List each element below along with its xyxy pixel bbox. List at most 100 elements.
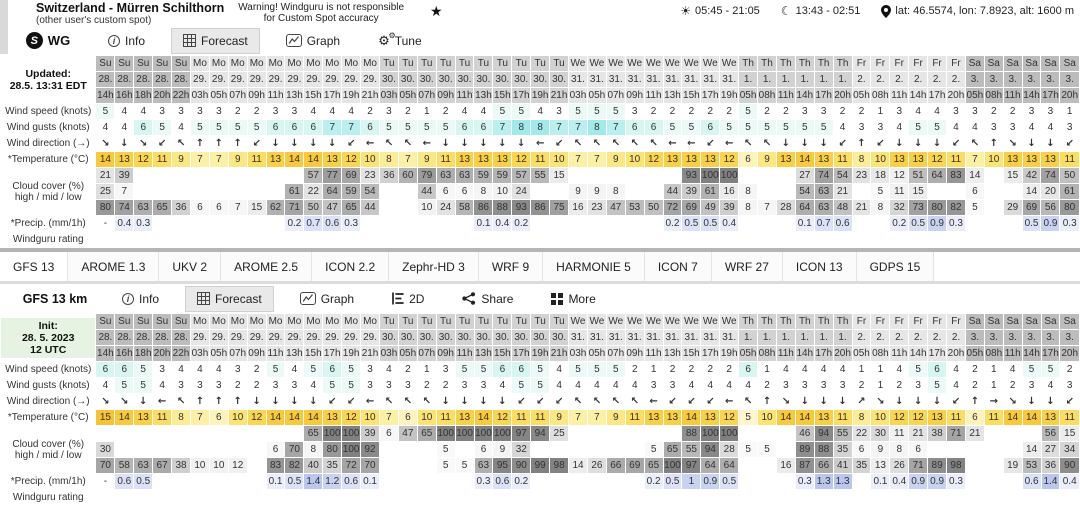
spot2-tab-graph[interactable]: Graph — [288, 286, 366, 312]
model-tab-harmonie-5[interactable]: HARMONIE 5 — [543, 252, 645, 281]
day-header-cell: Mo — [209, 56, 228, 71]
forecast-cell: 6 — [493, 362, 512, 377]
forecast-cell: 14 — [304, 410, 323, 425]
forecast-cell: 49 — [701, 200, 720, 215]
forecast-cell: 5 — [342, 378, 361, 393]
model-tab-icon-13[interactable]: ICON 13 — [782, 252, 857, 281]
forecast-cell: 86 — [474, 200, 493, 215]
forecast-cell: 0.1 — [266, 474, 285, 489]
spot1-tab-graph[interactable]: Graph — [274, 28, 352, 54]
forecast-cell: 5 — [323, 378, 342, 393]
date-header-cell: 1. — [739, 72, 758, 87]
forecast-cell: 57 — [304, 168, 323, 183]
forecast-cell: 39 — [115, 168, 134, 183]
date-header-cell: 2. — [852, 330, 871, 345]
hour-header-cell: 07h — [417, 88, 436, 103]
forecast-cell: 14 — [474, 410, 493, 425]
table-corner-line: Init: — [38, 319, 58, 332]
spot2-tab-forecast[interactable]: Forecast — [185, 285, 274, 312]
date-header-cell: 1. — [833, 330, 852, 345]
spot2-tab-more[interactable]: More — [539, 286, 607, 312]
model-tab-icon-7[interactable]: ICON 7 — [644, 252, 712, 281]
wind-direction-arrow: ↖ — [649, 138, 658, 149]
model-tab-gfs-13[interactable]: GFS 13 — [0, 252, 69, 281]
favorite-star-icon[interactable]: ★ — [430, 3, 443, 19]
forecast-cell: 13 — [890, 152, 909, 167]
model-tab-gdps-15[interactable]: GDPS 15 — [856, 252, 935, 281]
forecast-cell — [191, 442, 209, 457]
hour-header-cell: 05h — [209, 88, 228, 103]
hour-header-cell: 15h — [682, 346, 701, 361]
date-header-cell: 30. — [436, 330, 455, 345]
wind-direction-arrow: ↓ — [460, 138, 469, 149]
model-tab-icon-2.2[interactable]: ICON 2.2 — [312, 252, 390, 281]
forecast-cell: 4 — [178, 122, 184, 133]
forecast-cell: 100 — [720, 168, 739, 183]
model-tab-wrf-9[interactable]: WRF 9 — [478, 252, 544, 281]
forecast-cell — [361, 216, 379, 231]
forecast-cell: 32 — [512, 442, 531, 457]
hour-header-cell: 13h — [663, 346, 682, 361]
forecast-cell: 80 — [96, 200, 115, 215]
wind-direction-arrow: ↓ — [309, 396, 318, 407]
hour-header-cell: 05h — [739, 88, 758, 103]
forecast-cell: 5 — [342, 362, 361, 377]
date-header-cell: 30. — [493, 72, 512, 87]
forecast-cell: 3 — [367, 364, 373, 375]
forecast-cell — [588, 474, 606, 489]
day-header-cell: We — [569, 314, 587, 329]
forecast-cell: 6 — [379, 426, 398, 441]
spot2-tab-2d[interactable]: 2D — [380, 286, 436, 312]
forecast-cell: 61 — [1060, 184, 1079, 199]
hour-header-cell: 15h — [304, 88, 323, 103]
day-header-cell: Tu — [436, 56, 455, 71]
date-header-cell: 28. — [96, 330, 115, 345]
day-header-cell: Fr — [928, 56, 946, 71]
forecast-cell: 8 — [739, 200, 758, 215]
spot1-tab-info[interactable]: i Info — [96, 28, 157, 54]
forecast-cell: 13 — [701, 410, 720, 425]
date-header-cell: 31. — [720, 330, 739, 345]
forecast-cell — [947, 442, 965, 457]
hour-header-cell: 05h — [852, 88, 871, 103]
forecast-cell — [380, 474, 398, 489]
model-tab-arome-1.3[interactable]: AROME 1.3 — [68, 252, 160, 281]
hour-header-cell: 22h — [172, 346, 190, 361]
forecast-cell — [626, 168, 644, 183]
wind-direction-arrow: ↖ — [611, 138, 620, 149]
day-header-cell: Fr — [890, 314, 909, 329]
hour-header-cell: 20h — [153, 88, 172, 103]
row-label-rating: Windguru rating — [1, 490, 96, 505]
forecast-cell: 2 — [858, 106, 865, 117]
spot1-tab-forecast[interactable]: Forecast — [171, 27, 260, 54]
model-tab-zephr-hd-3[interactable]: Zephr-HD 3 — [389, 252, 479, 281]
hour-header-cell: 05h — [965, 346, 984, 361]
model-tab-ukv-2[interactable]: UKV 2 — [159, 252, 222, 281]
model-tab-arome-2.5[interactable]: AROME 2.5 — [221, 252, 313, 281]
hour-header-cell: 13h — [474, 346, 493, 361]
date-header-cell: 2. — [928, 72, 946, 87]
forecast-cell: 0.1 — [474, 216, 493, 231]
spot2-tab-info[interactable]: i Info — [110, 286, 171, 312]
model-tab-wrf-27[interactable]: WRF 27 — [711, 252, 783, 281]
wind-direction-arrow: ↓ — [932, 138, 942, 149]
forecast-cell — [248, 216, 266, 231]
forecast-cell: 3 — [178, 380, 184, 391]
date-header-cell: 29. — [361, 330, 379, 345]
forecast-cell — [777, 168, 795, 183]
forecast-cell: 16 — [569, 200, 587, 215]
forecast-cell: 26 — [890, 458, 909, 473]
forecast-cell: 11 — [531, 410, 550, 425]
date-header-cell: 3. — [965, 72, 984, 87]
day-header-cell: Sa — [1003, 314, 1022, 329]
forecast-cell — [853, 474, 871, 489]
forecast-cell: 5 — [569, 104, 587, 119]
wg-logo[interactable]: S WG — [0, 32, 96, 49]
date-header-cell: 1. — [814, 330, 833, 345]
forecast-cell — [777, 184, 795, 199]
spot1-tab-tune[interactable]: ⚙ ⚙ Tune — [366, 28, 434, 54]
forecast-cell: 14 — [266, 410, 285, 425]
spot2-tab-share[interactable]: Share — [450, 286, 525, 312]
forecast-cell — [626, 442, 644, 457]
wind-direction-arrow: ↑ — [214, 396, 224, 407]
